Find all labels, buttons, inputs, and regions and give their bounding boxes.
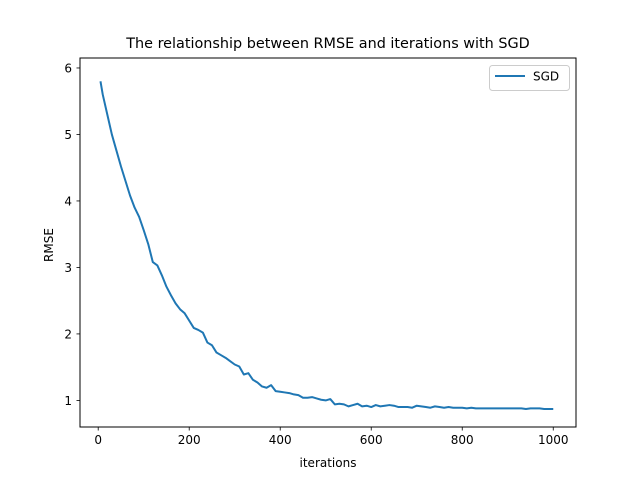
x-tick-label: 800 bbox=[451, 433, 474, 447]
x-axis-label: iterations bbox=[300, 456, 357, 470]
y-tick-label: 3 bbox=[64, 261, 72, 275]
y-tick-label: 2 bbox=[64, 327, 72, 341]
y-tick-label: 6 bbox=[64, 61, 72, 75]
x-tick-label: 200 bbox=[178, 433, 201, 447]
x-tick-label: 400 bbox=[269, 433, 292, 447]
legend-label-sgd: SGD bbox=[533, 70, 559, 84]
y-axis-label: RMSE bbox=[42, 228, 56, 262]
x-tick-label: 600 bbox=[360, 433, 383, 447]
plot-area: 0 200 400 600 800 1000 1 2 3 4 5 6 bbox=[64, 57, 577, 447]
axes-frame bbox=[79, 57, 577, 428]
y-tick-label: 1 bbox=[64, 394, 72, 408]
y-tick-label: 5 bbox=[64, 128, 72, 142]
x-tick-label: 0 bbox=[94, 433, 102, 447]
chart-title: The relationship between RMSE and iterat… bbox=[125, 36, 530, 52]
legend-box bbox=[489, 65, 570, 91]
y-tick-label: 4 bbox=[64, 194, 72, 208]
series-line-sgd bbox=[99, 81, 554, 411]
legend: SGD bbox=[489, 65, 570, 91]
x-tick-label: 1000 bbox=[538, 433, 569, 447]
